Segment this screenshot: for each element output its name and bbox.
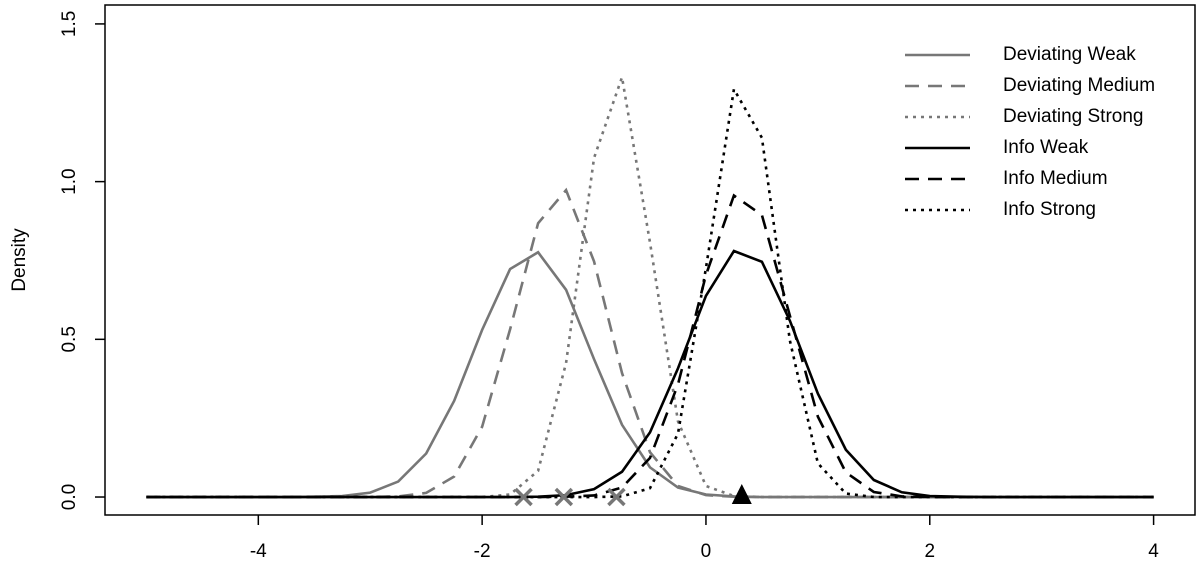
density-line: [146, 250, 1154, 499]
legend-label: Deviating Medium: [1003, 75, 1155, 96]
legend-label: Deviating Strong: [1003, 106, 1143, 127]
y-tick-label: 0.5: [59, 326, 80, 352]
x-marker-stroke: [607, 487, 626, 507]
x-tick-label: 0: [701, 541, 712, 562]
y-tick-label: 1.5: [59, 11, 80, 37]
density-line: [146, 187, 1154, 499]
x-marker-stroke: [554, 487, 574, 507]
x-marker: [607, 487, 626, 507]
x-marker: [554, 487, 574, 507]
legend-label: Deviating Weak: [1003, 44, 1136, 65]
density-line: [146, 85, 1154, 499]
y-axis-label: Density: [9, 228, 30, 292]
x-marker-stroke: [514, 487, 533, 507]
y-tick-label: 0.0: [59, 484, 80, 510]
legend-label: Info Medium: [1003, 168, 1108, 189]
legend-label: Info Weak: [1003, 137, 1089, 158]
x-tick-label: -2: [474, 541, 491, 562]
plot-frame: [104, 4, 1196, 516]
legend-label: Info Strong: [1003, 199, 1096, 220]
triangle-marker: [731, 484, 752, 505]
x-tick-label: 4: [1148, 541, 1159, 562]
x-marker: [514, 487, 533, 507]
x-tick-label: -4: [250, 541, 267, 562]
y-tick-label: 1.0: [59, 168, 80, 194]
x-tick-label: 2: [924, 541, 935, 562]
density-line: [146, 249, 1154, 499]
